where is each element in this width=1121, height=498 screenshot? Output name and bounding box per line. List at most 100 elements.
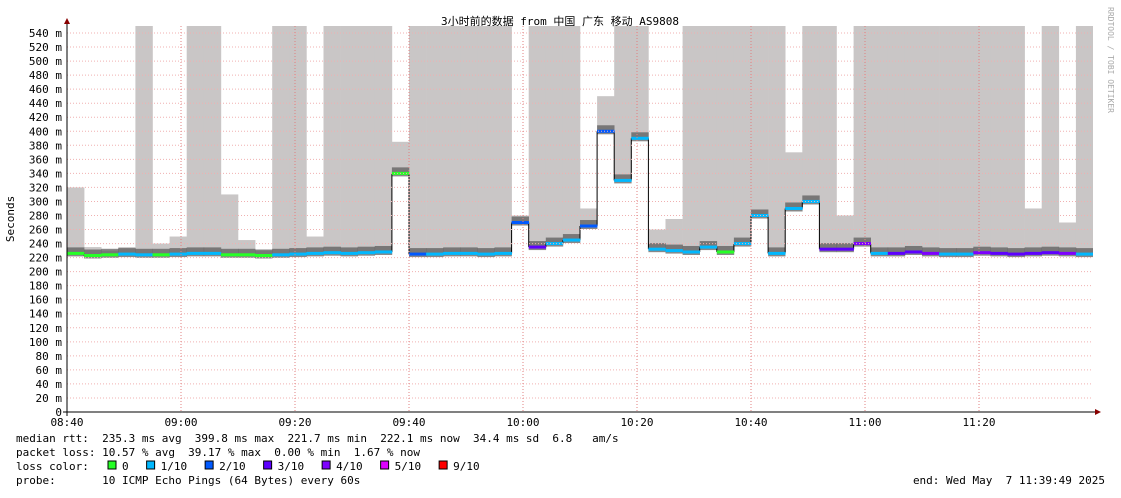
smoke (409, 26, 427, 255)
median (887, 251, 906, 255)
smoke (374, 26, 393, 252)
x-tick-label: 10:00 (506, 416, 539, 429)
median (460, 251, 478, 255)
legend-swatch (146, 460, 156, 470)
median (716, 250, 735, 254)
median (956, 252, 974, 256)
smoke (562, 26, 581, 241)
y-tick-label: 200 m (29, 266, 62, 279)
x-tick-label: 11:00 (848, 416, 881, 429)
stat-line: packet loss: 10.57 % avg 39.17 % max 0.0… (16, 446, 420, 459)
y-tick-label: 20 m (36, 392, 63, 405)
median (939, 252, 957, 256)
y-tick-label: 280 m (29, 209, 62, 222)
legend-label: loss color: (16, 460, 89, 473)
chart-title: 3小时前的数据 from 中国 广东 移动 AS9808 (441, 14, 679, 28)
y-tick-label: 300 m (29, 195, 62, 208)
median (562, 238, 581, 242)
smoke (956, 26, 974, 255)
y-tick-label: 340 m (29, 167, 62, 180)
y-tick-label: 480 m (29, 69, 62, 82)
smoke (631, 26, 649, 139)
y-tick-label: 540 m (29, 27, 62, 40)
smoke (460, 26, 478, 254)
smoke (1075, 26, 1093, 255)
median (511, 221, 529, 225)
y-axis-label: Seconds (4, 196, 17, 242)
median (67, 251, 85, 255)
median (699, 245, 718, 249)
smoke (272, 26, 290, 255)
smoke (357, 26, 376, 253)
median (836, 247, 854, 251)
smoke (870, 26, 889, 254)
y-tick-label: 420 m (29, 111, 62, 124)
median (904, 250, 923, 254)
median (323, 251, 341, 255)
x-tick-label: 11:20 (962, 416, 995, 429)
smoke (323, 26, 341, 253)
side-text: RRDTOOL / TOBI OETIKER (1106, 7, 1115, 113)
y-tick-label: 100 m (29, 336, 62, 349)
legend-swatch (107, 460, 117, 470)
x-tick-label: 09:20 (278, 416, 311, 429)
x-tick-label: 09:40 (392, 416, 425, 429)
y-tick-label: 360 m (29, 153, 62, 166)
median (1041, 251, 1060, 255)
x-tick-label: 08:40 (50, 416, 83, 429)
smoke (733, 26, 752, 244)
median (477, 252, 495, 256)
smoke (802, 26, 820, 202)
median (580, 224, 598, 228)
legend-label: 2/10 (219, 460, 246, 473)
legend-swatch (321, 460, 331, 470)
x-tick-label: 10:20 (620, 416, 653, 429)
legend-swatch (380, 460, 390, 470)
median (169, 252, 187, 256)
smoke (665, 219, 683, 251)
median (374, 250, 393, 254)
median (152, 253, 170, 257)
median (990, 251, 1008, 255)
smoke (1024, 208, 1042, 254)
y-arrow (64, 18, 70, 24)
median (785, 206, 803, 210)
smoke (443, 26, 461, 254)
y-tick-label: 260 m (29, 224, 62, 237)
median (84, 253, 102, 257)
median (101, 253, 119, 257)
smoke (391, 141, 410, 174)
median (220, 253, 239, 257)
legend-label: 9/10 (453, 460, 480, 473)
median (682, 250, 700, 254)
smoke (426, 26, 444, 255)
smoke (477, 26, 495, 255)
median (665, 249, 683, 253)
y-tick-label: 520 m (29, 41, 62, 54)
x-tick-label: 10:40 (734, 416, 767, 429)
median (751, 213, 769, 217)
median (340, 251, 358, 255)
smoke (939, 26, 957, 255)
median (443, 251, 461, 255)
smoke (819, 26, 837, 250)
smoke (716, 26, 735, 252)
median (135, 253, 153, 257)
smoke (751, 26, 769, 216)
smoke (203, 26, 222, 254)
median (528, 245, 547, 249)
legend-swatch (204, 460, 214, 470)
median (597, 129, 615, 133)
smoke (340, 26, 358, 254)
median (409, 252, 427, 256)
median (768, 251, 786, 255)
median (186, 251, 205, 255)
smoke (220, 194, 239, 255)
median (289, 252, 307, 256)
median (357, 251, 376, 255)
y-tick-label: 460 m (29, 83, 62, 96)
x-arrow (1095, 409, 1101, 415)
smoke (186, 26, 205, 254)
x-tick-label: 09:00 (164, 416, 197, 429)
